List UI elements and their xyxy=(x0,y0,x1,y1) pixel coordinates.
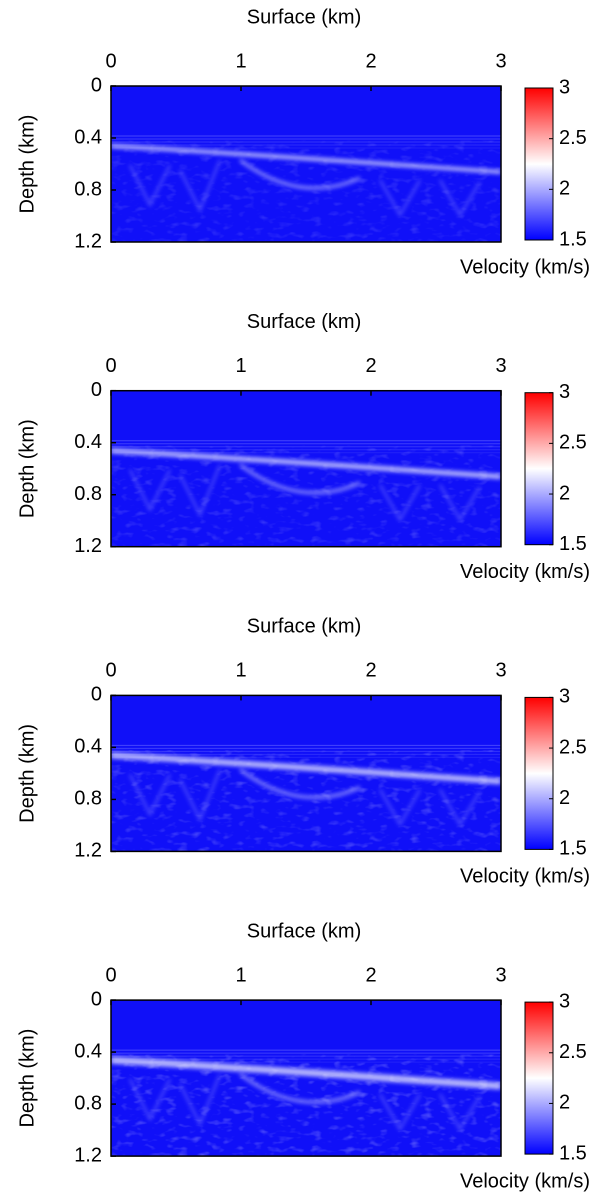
image xyxy=(111,390,501,547)
panel: Surface (km) Depth (km) Velocity (km/s) 0 1 2… xyxy=(16,920,590,1192)
colorbar-tick-label: 2 xyxy=(559,787,570,809)
panel: Surface (km) Depth (km) Velocity (km/s) 0 1 2… xyxy=(16,616,590,888)
colorbar-tick-label: 1.5 xyxy=(559,1142,587,1164)
y-tick-label: 1.2 xyxy=(74,840,102,862)
image xyxy=(111,695,501,852)
y-tick-label: 0 xyxy=(91,684,102,706)
y-axis-title: Depth (km) xyxy=(16,419,38,518)
colorbar-tick-label: 2.5 xyxy=(559,736,587,758)
y-tick-label: 1.2 xyxy=(74,1144,102,1166)
colorbar-tick-label: 2.5 xyxy=(559,1041,587,1063)
y-tick-label: 0.4 xyxy=(74,736,102,758)
colorbar xyxy=(524,696,554,850)
x-tick-label: 0 xyxy=(105,660,116,682)
image-bowl xyxy=(239,768,361,799)
x-tick-label: 1 xyxy=(235,50,246,72)
x-tick-label: 3 xyxy=(495,964,506,986)
x-tick-label: 2 xyxy=(365,355,376,377)
x-axis-title: Surface (km) xyxy=(247,6,361,28)
y-tick-label: 0.8 xyxy=(74,483,102,505)
y-axis-title: Depth (km) xyxy=(16,724,38,823)
colorbar-tick-label: 1.5 xyxy=(559,838,587,860)
plot-frame xyxy=(110,389,502,548)
colorbar-tick-label: 3 xyxy=(559,381,570,403)
x-tick-label: 0 xyxy=(105,964,116,986)
colorbar-tick-label: 2.5 xyxy=(559,432,587,454)
y-axis-title: Depth (km) xyxy=(16,115,38,214)
image-reflector xyxy=(111,144,501,174)
colorbar-tick-label: 3 xyxy=(559,686,570,708)
x-axis-title: Surface (km) xyxy=(247,616,361,638)
image-bowl xyxy=(239,1072,361,1104)
y-tick-label: 0.8 xyxy=(74,1092,102,1114)
x-tick-label: 3 xyxy=(495,355,506,377)
x-tick-label: 3 xyxy=(495,660,506,682)
x-tick-label: 2 xyxy=(365,660,376,682)
y-tick-label: 0.8 xyxy=(74,178,102,200)
plot-frame xyxy=(110,694,502,853)
y-tick-label: 0 xyxy=(91,74,102,96)
panel: Surface (km) Depth (km) Velocity (km/s) 0 1 2… xyxy=(16,6,590,278)
image-bowl xyxy=(239,158,361,190)
y-tick-label: 0.4 xyxy=(74,1040,102,1062)
colorbar xyxy=(524,392,554,546)
x-tick-label: 2 xyxy=(365,964,376,986)
y-tick-label: 0 xyxy=(91,988,102,1010)
colorbar xyxy=(524,87,554,241)
colorbar-title: Velocity (km/s) xyxy=(460,1170,590,1192)
panel: Surface (km) Depth (km) Velocity (km/s) 0 1 2… xyxy=(16,311,590,583)
colorbar-tick-label: 2 xyxy=(559,482,570,504)
colorbar-tick-label: 1.5 xyxy=(559,228,587,250)
y-tick-label: 0.8 xyxy=(74,788,102,810)
x-tick-label: 1 xyxy=(235,660,246,682)
y-tick-label: 0.4 xyxy=(74,431,102,453)
image xyxy=(111,86,501,242)
image-bowl xyxy=(239,463,361,495)
x-tick-label: 1 xyxy=(235,355,246,377)
image-texture xyxy=(111,1064,501,1157)
x-tick-label: 0 xyxy=(105,50,116,72)
colorbar-tick-label: 1.5 xyxy=(559,533,587,555)
colorbar xyxy=(524,1001,554,1155)
y-tick-label: 0.4 xyxy=(74,126,102,148)
x-tick-label: 2 xyxy=(365,50,376,72)
image xyxy=(111,1000,501,1157)
image-texture xyxy=(111,150,501,242)
x-tick-label: 0 xyxy=(105,355,116,377)
x-axis-title: Surface (km) xyxy=(247,311,361,333)
image-texture xyxy=(111,454,501,547)
plot-frame xyxy=(110,85,502,243)
y-tick-label: 1.2 xyxy=(74,535,102,557)
image-texture xyxy=(111,759,501,852)
y-tick-label: 1.2 xyxy=(74,230,102,252)
image-reflector xyxy=(111,448,501,480)
x-tick-label: 1 xyxy=(235,964,246,986)
colorbar-tick-label: 2 xyxy=(559,1092,570,1114)
image-reflector xyxy=(111,752,501,785)
x-tick-label: 3 xyxy=(495,50,506,72)
y-axis-title: Depth (km) xyxy=(16,1029,38,1128)
plot-frame xyxy=(110,999,502,1157)
colorbar-tick-label: 2 xyxy=(559,178,570,200)
colorbar-title: Velocity (km/s) xyxy=(460,561,590,583)
x-axis-title: Surface (km) xyxy=(247,920,361,942)
colorbar-tick-label: 3 xyxy=(559,76,570,98)
y-tick-label: 0 xyxy=(91,379,102,401)
colorbar-tick-label: 2.5 xyxy=(559,127,587,149)
colorbar-title: Velocity (km/s) xyxy=(460,866,590,888)
colorbar-tick-label: 3 xyxy=(559,990,570,1012)
image-reflector xyxy=(111,1056,501,1090)
colorbar-title: Velocity (km/s) xyxy=(460,256,590,278)
